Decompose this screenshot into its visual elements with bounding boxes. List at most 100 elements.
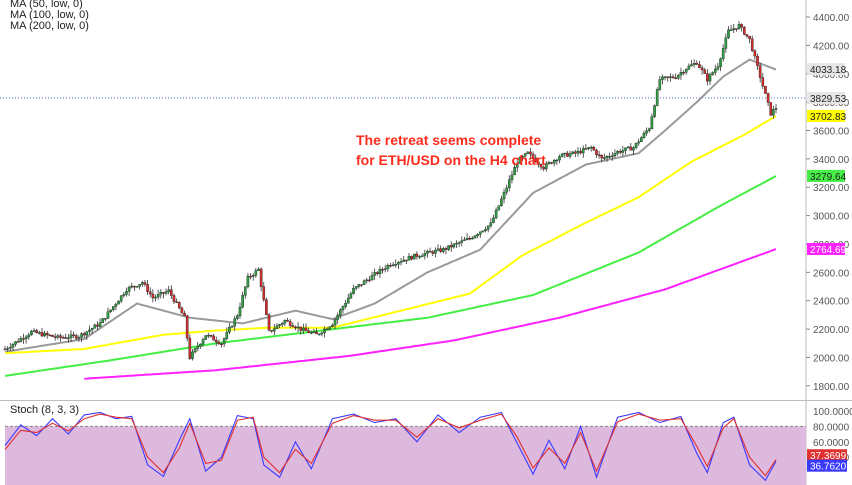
candle-down [758,65,762,78]
candle-up [246,275,250,288]
candle-down [529,151,532,155]
candle-up [280,323,284,325]
candle-up [634,142,638,148]
candle-down [439,248,442,252]
candle-up [632,147,635,151]
candle-down [16,341,20,343]
candle-down [368,279,371,282]
candle-up [193,348,197,353]
candle-up [373,272,376,276]
candle-up [442,248,445,252]
stoch-title: Stoch (8, 3, 3) [10,404,80,416]
candle-up [325,328,329,331]
candle-up [486,225,490,230]
candle-up [729,29,733,31]
candle-up [378,268,382,275]
candle-down [74,335,78,339]
candle-up [233,318,237,327]
candle-up [283,320,287,324]
candle-up [476,234,479,237]
candle-down [180,307,184,314]
candle-up [473,235,477,239]
candle-up [687,65,691,70]
candle-up [167,289,171,292]
candle-up [719,58,722,67]
candle-down [249,275,252,278]
candle-up [254,270,258,276]
candle-up [199,343,202,347]
candle-down [695,63,699,65]
candle-up [6,348,9,350]
candle-down [40,332,44,337]
y-tick-label: 4000.00 [813,70,850,81]
candle-down [96,324,99,327]
candle-up [563,152,567,155]
candle-up [484,229,487,232]
candle-up [323,328,326,334]
candle-down [756,55,759,66]
candle-down [315,331,318,335]
candle-down [579,150,582,154]
candle-down [666,76,670,78]
candle-down [389,265,392,267]
candle-down [64,337,68,339]
candle-up [677,74,680,79]
candle-up [273,328,276,332]
candle-up [32,330,36,332]
stoch-tick-label: 100.0000 [813,407,852,418]
candle-down [706,73,709,82]
candle-up [460,240,464,243]
candle-up [391,264,395,266]
stoch-value-label: 37.3699 [810,451,847,462]
candle-down [172,295,176,302]
candle-up [397,262,400,265]
candle-up [122,294,126,296]
candle-up [642,132,646,138]
candle-down [262,286,266,300]
stoch-tick-label: 60.0000 [813,438,850,449]
candle-up [500,198,503,206]
candle-up [135,286,139,288]
candle-up [383,268,387,270]
candle-down [550,162,553,164]
y-tick-label: 2000.00 [813,353,850,364]
candle-down [133,285,136,288]
candle-down [531,153,535,159]
candle-up [452,243,456,248]
candle-up [708,74,712,82]
candle-down [753,50,757,57]
candle-up [640,137,643,142]
candle-up [8,347,12,349]
candle-down [177,301,181,309]
y-tick-label: 3200.00 [813,183,850,194]
candle-up [370,275,374,281]
candle-up [204,335,207,340]
candle-up [88,329,91,332]
candle-down [294,326,297,329]
candle-up [727,29,730,39]
candle-up [159,292,163,295]
candle-down [748,35,751,40]
candle-up [690,64,693,67]
candle-up [11,344,15,348]
candle-up [420,255,424,258]
candle-up [568,153,572,157]
candle-up [418,256,421,258]
candle-up [251,275,255,277]
candle-up [257,268,260,271]
candle-up [228,326,231,333]
candle-down [584,148,588,150]
candle-up [90,328,94,331]
candle-up [114,303,118,307]
candle-down [595,149,598,155]
candle-down [449,245,453,248]
candle-up [447,245,450,250]
candle-down [22,338,25,340]
candle-up [663,76,667,78]
candle-up [558,156,561,161]
candle-up [465,238,469,240]
candle-up [661,76,664,80]
candle-up [109,309,112,312]
candle-up [43,332,46,337]
